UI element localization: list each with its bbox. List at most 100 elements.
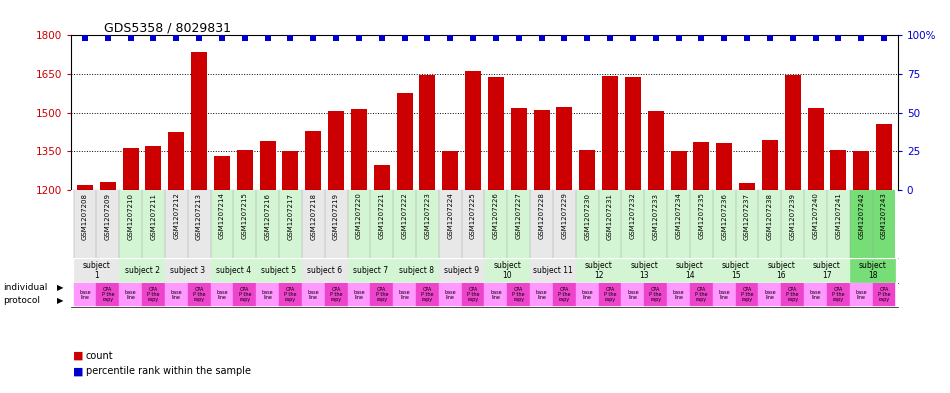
- Bar: [712, 259, 758, 281]
- Point: [215, 35, 230, 41]
- Bar: [735, 190, 758, 259]
- Text: subject 8: subject 8: [398, 266, 433, 275]
- Bar: [484, 190, 507, 259]
- Bar: [466, 72, 481, 190]
- Bar: [826, 283, 850, 306]
- Bar: [553, 283, 576, 306]
- Point: [260, 35, 276, 41]
- Text: base
line: base line: [399, 290, 410, 299]
- Bar: [876, 125, 892, 190]
- Bar: [644, 190, 667, 259]
- Bar: [488, 77, 504, 190]
- Bar: [625, 77, 641, 190]
- Text: subject
16: subject 16: [768, 261, 795, 280]
- Bar: [211, 283, 234, 306]
- Bar: [256, 190, 279, 259]
- Text: subject
1: subject 1: [83, 261, 110, 280]
- Bar: [484, 283, 507, 306]
- Bar: [165, 259, 211, 281]
- Bar: [348, 190, 370, 259]
- Bar: [443, 151, 458, 190]
- Bar: [188, 283, 211, 306]
- Bar: [602, 76, 618, 190]
- Text: base
line: base line: [445, 290, 456, 299]
- Bar: [553, 190, 576, 259]
- Text: GSM1207228: GSM1207228: [539, 193, 544, 239]
- Text: CPA
P the
rapy: CPA P the rapy: [787, 287, 799, 302]
- Text: GSM1207233: GSM1207233: [653, 193, 658, 240]
- Bar: [259, 141, 276, 190]
- Text: GSM1207225: GSM1207225: [470, 193, 476, 239]
- Text: protocol: protocol: [3, 296, 40, 305]
- Bar: [282, 151, 298, 190]
- Text: GSM1207230: GSM1207230: [584, 193, 590, 240]
- Text: CPA
P the
rapy: CPA P the rapy: [695, 287, 708, 302]
- Bar: [370, 190, 393, 259]
- Text: ▶: ▶: [57, 283, 64, 292]
- Point: [739, 35, 754, 41]
- Point: [146, 35, 162, 41]
- Text: base
line: base line: [262, 290, 274, 299]
- Bar: [557, 107, 573, 190]
- Bar: [123, 148, 139, 190]
- Text: CPA
P the
rapy: CPA P the rapy: [832, 287, 845, 302]
- Bar: [576, 259, 621, 281]
- Bar: [119, 190, 142, 259]
- Bar: [671, 151, 687, 190]
- Text: GSM1207218: GSM1207218: [311, 193, 316, 240]
- Bar: [716, 143, 732, 190]
- Point: [306, 35, 321, 41]
- Bar: [256, 259, 302, 281]
- Text: GSM1207237: GSM1207237: [744, 193, 750, 240]
- Point: [100, 35, 115, 41]
- Text: CPA
P the
rapy: CPA P the rapy: [559, 287, 571, 302]
- Text: CPA
P the
rapy: CPA P the rapy: [878, 287, 890, 302]
- Bar: [826, 190, 850, 259]
- Point: [534, 35, 549, 41]
- Text: GSM1207224: GSM1207224: [447, 193, 453, 239]
- Point: [352, 35, 367, 41]
- Bar: [667, 259, 712, 281]
- Text: GSM1207234: GSM1207234: [675, 193, 681, 239]
- Point: [785, 35, 800, 41]
- Text: GSM1207212: GSM1207212: [173, 193, 180, 239]
- Text: CPA
P the
rapy: CPA P the rapy: [604, 287, 617, 302]
- Text: GSM1207215: GSM1207215: [241, 193, 248, 239]
- Bar: [348, 283, 370, 306]
- Text: subject
13: subject 13: [631, 261, 658, 280]
- Bar: [214, 156, 230, 190]
- Text: base
line: base line: [124, 290, 137, 299]
- Point: [831, 35, 846, 41]
- Text: subject 6: subject 6: [307, 266, 342, 275]
- Text: CPA
P the
rapy: CPA P the rapy: [238, 287, 251, 302]
- Text: GSM1207209: GSM1207209: [104, 193, 111, 240]
- Bar: [530, 190, 553, 259]
- Bar: [873, 190, 896, 259]
- Bar: [530, 259, 576, 281]
- Bar: [808, 108, 824, 190]
- Bar: [393, 259, 439, 281]
- Bar: [142, 190, 165, 259]
- Text: GSM1207223: GSM1207223: [425, 193, 430, 239]
- Bar: [73, 259, 119, 281]
- Point: [602, 35, 618, 41]
- Bar: [484, 259, 530, 281]
- Text: base
line: base line: [79, 290, 91, 299]
- Bar: [416, 190, 439, 259]
- Bar: [462, 190, 484, 259]
- Text: subject 9: subject 9: [444, 266, 479, 275]
- Text: GSM1207231: GSM1207231: [607, 193, 613, 240]
- Text: GSM1207227: GSM1207227: [516, 193, 522, 239]
- Bar: [850, 259, 896, 281]
- Bar: [234, 190, 256, 259]
- Bar: [621, 190, 644, 259]
- Text: subject 2: subject 2: [124, 266, 160, 275]
- Bar: [328, 111, 344, 190]
- Bar: [237, 150, 253, 190]
- Text: GSM1207239: GSM1207239: [789, 193, 796, 240]
- Bar: [739, 183, 755, 190]
- Text: base
line: base line: [217, 290, 228, 299]
- Point: [443, 35, 458, 41]
- Text: GSM1207217: GSM1207217: [288, 193, 294, 240]
- Bar: [165, 283, 188, 306]
